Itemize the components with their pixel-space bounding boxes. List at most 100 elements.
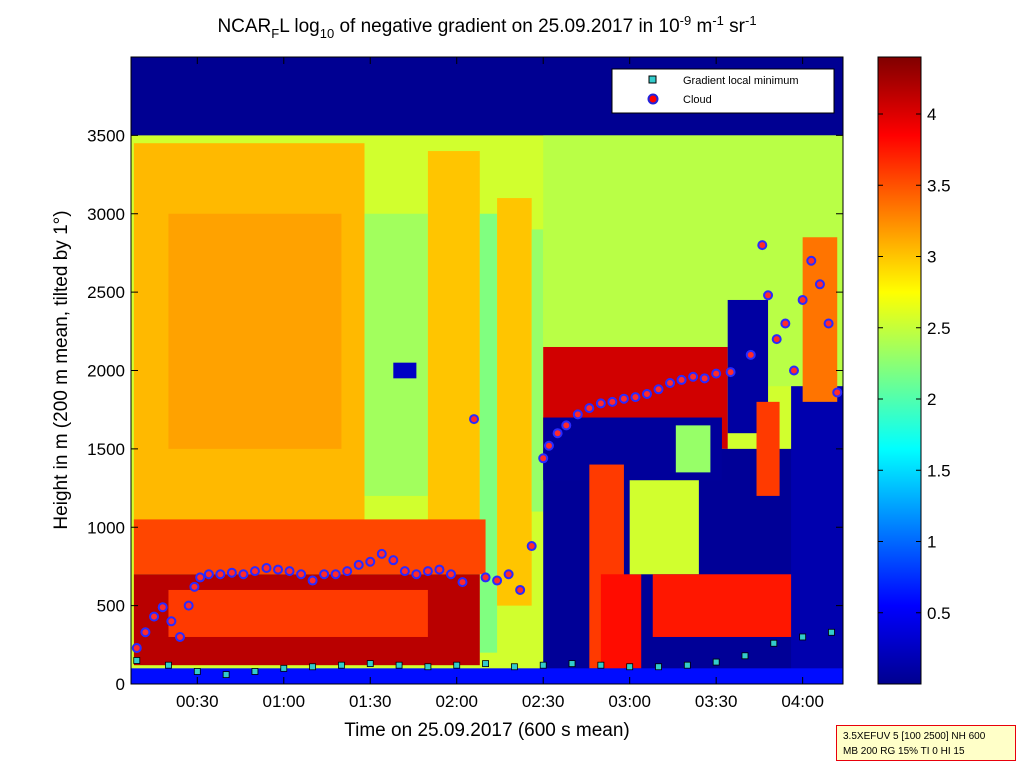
cloud-point — [823, 318, 834, 329]
heatmap-cell — [133, 519, 486, 575]
cloud-point — [832, 387, 843, 398]
legend-label-cloud: Cloud — [683, 94, 712, 106]
cloud-point — [699, 373, 710, 384]
cloud-point — [515, 584, 526, 595]
colorbar-tick-label: 2.5 — [927, 319, 951, 338]
cloud-point — [215, 569, 226, 580]
parameter-line-2: MB 200 RG 15% TI 0 HI 15 — [843, 746, 965, 757]
y-tick-label: 0 — [116, 675, 125, 694]
x-tick-label: 01:00 — [263, 692, 306, 711]
y-tick-label: 3000 — [87, 205, 125, 224]
cloud-point — [365, 556, 376, 567]
gradient-minimum-point — [626, 663, 634, 671]
parameter-line-1: 3.5XEFUV 5 [100 2500] NH 600 — [843, 731, 986, 742]
heatmap — [131, 57, 843, 684]
cloud-point — [376, 548, 387, 559]
x-tick-label: 04:00 — [781, 692, 824, 711]
cloud-point — [653, 384, 664, 395]
y-axis: 0 500 1000 1500 2000 2500 3000 3500 — [87, 126, 843, 694]
cloud-point — [552, 428, 563, 439]
x-tick-label: 01:30 — [349, 692, 392, 711]
gradient-minimum-point — [424, 663, 432, 671]
cloud-point — [353, 559, 364, 570]
colorbar-tick-label: 3.5 — [927, 176, 951, 195]
cloud-point — [584, 403, 595, 414]
heatmap-cell — [600, 574, 642, 669]
cloud-point — [469, 414, 480, 425]
cloud-point — [330, 569, 341, 580]
heatmap-cell — [427, 151, 480, 528]
gradient-minimum-point — [222, 671, 230, 678]
y-tick-label: 3500 — [87, 126, 125, 145]
cloud-point — [296, 569, 307, 580]
heatmap-cell — [756, 401, 780, 496]
cloud-point — [676, 374, 687, 385]
cloud-point — [797, 294, 808, 305]
heatmap-cell — [479, 213, 498, 653]
cloud-markers — [131, 240, 843, 653]
cloud-point — [503, 569, 514, 580]
gradient-minimum-point — [770, 639, 778, 647]
heatmap-cell — [791, 386, 843, 684]
colorbar-tick-label: 4 — [927, 105, 936, 124]
y-tick-label: 2500 — [87, 283, 125, 302]
legend: Gradient local minimum Cloud — [611, 68, 835, 114]
x-tick-label: 02:30 — [522, 692, 565, 711]
cloud-point — [757, 240, 768, 251]
colorbar-axis: 0.5 1 1.5 2 2.5 3 3.5 4 — [878, 105, 951, 623]
x-axis: 00:30 01:00 01:30 02:00 02:30 03:00 03:30 04:00 — [176, 57, 824, 711]
cloud-point — [157, 602, 168, 613]
cloud-point — [538, 453, 549, 464]
gradient-minimum-point — [539, 661, 547, 669]
cloud-point — [388, 555, 399, 566]
gradient-minimum-point — [741, 652, 749, 660]
gradient-minimum-point — [309, 663, 317, 671]
cloud-point — [526, 541, 537, 552]
cloud-point — [249, 566, 260, 577]
cloud-point — [226, 567, 237, 578]
cloud-point — [149, 611, 160, 622]
cloud-point — [273, 564, 284, 575]
cloud-point — [284, 566, 295, 577]
cloud-point — [572, 409, 583, 420]
heatmap-cell — [543, 135, 843, 387]
gradient-minimum-point — [133, 657, 141, 664]
gradient-minimum-point — [280, 664, 288, 672]
cloud-point — [641, 389, 652, 400]
cloud-point — [480, 572, 491, 583]
x-tick-label: 03:00 — [608, 692, 651, 711]
cloud-point — [307, 575, 318, 586]
cloud-point — [166, 616, 177, 627]
cloud-point — [595, 398, 606, 409]
cloud-point — [131, 642, 142, 653]
cloud-point — [434, 564, 445, 575]
gradient-minimum-point — [251, 668, 259, 675]
cloud-point — [411, 569, 422, 580]
heatmap-cell — [364, 213, 428, 496]
gradient-minimum-point — [510, 663, 518, 671]
cloud-point — [725, 367, 736, 378]
cloud-point — [630, 392, 641, 403]
gradient-minimum-point — [828, 628, 835, 636]
cloud-point — [399, 566, 410, 577]
cloud-point — [688, 371, 699, 382]
legend-marker-cloud — [647, 93, 659, 105]
heatmap-cell — [168, 589, 428, 637]
cloud-point — [195, 572, 206, 583]
legend-label-gradient-minimum: Gradient local minimum — [683, 75, 799, 87]
gradient-minimum-point — [453, 661, 461, 669]
cloud-point — [175, 631, 186, 642]
heatmap-cell — [629, 480, 699, 575]
heatmap-cell — [393, 362, 417, 379]
legend-marker-gradient-minimum — [648, 75, 657, 84]
colorbar-tick-label: 2 — [927, 390, 936, 409]
colorbar-tick-label: 3 — [927, 248, 936, 267]
cloud-point — [189, 581, 200, 592]
cloud-point — [607, 396, 618, 407]
x-tick-label: 02:00 — [435, 692, 478, 711]
colorbar-tick-label: 0.5 — [927, 604, 951, 623]
cloud-point — [806, 255, 817, 266]
cloud-point — [445, 569, 456, 580]
parameter-box: 3.5XEFUV 5 [100 2500] NH 600 MB 200 RG 1… — [836, 725, 1016, 761]
